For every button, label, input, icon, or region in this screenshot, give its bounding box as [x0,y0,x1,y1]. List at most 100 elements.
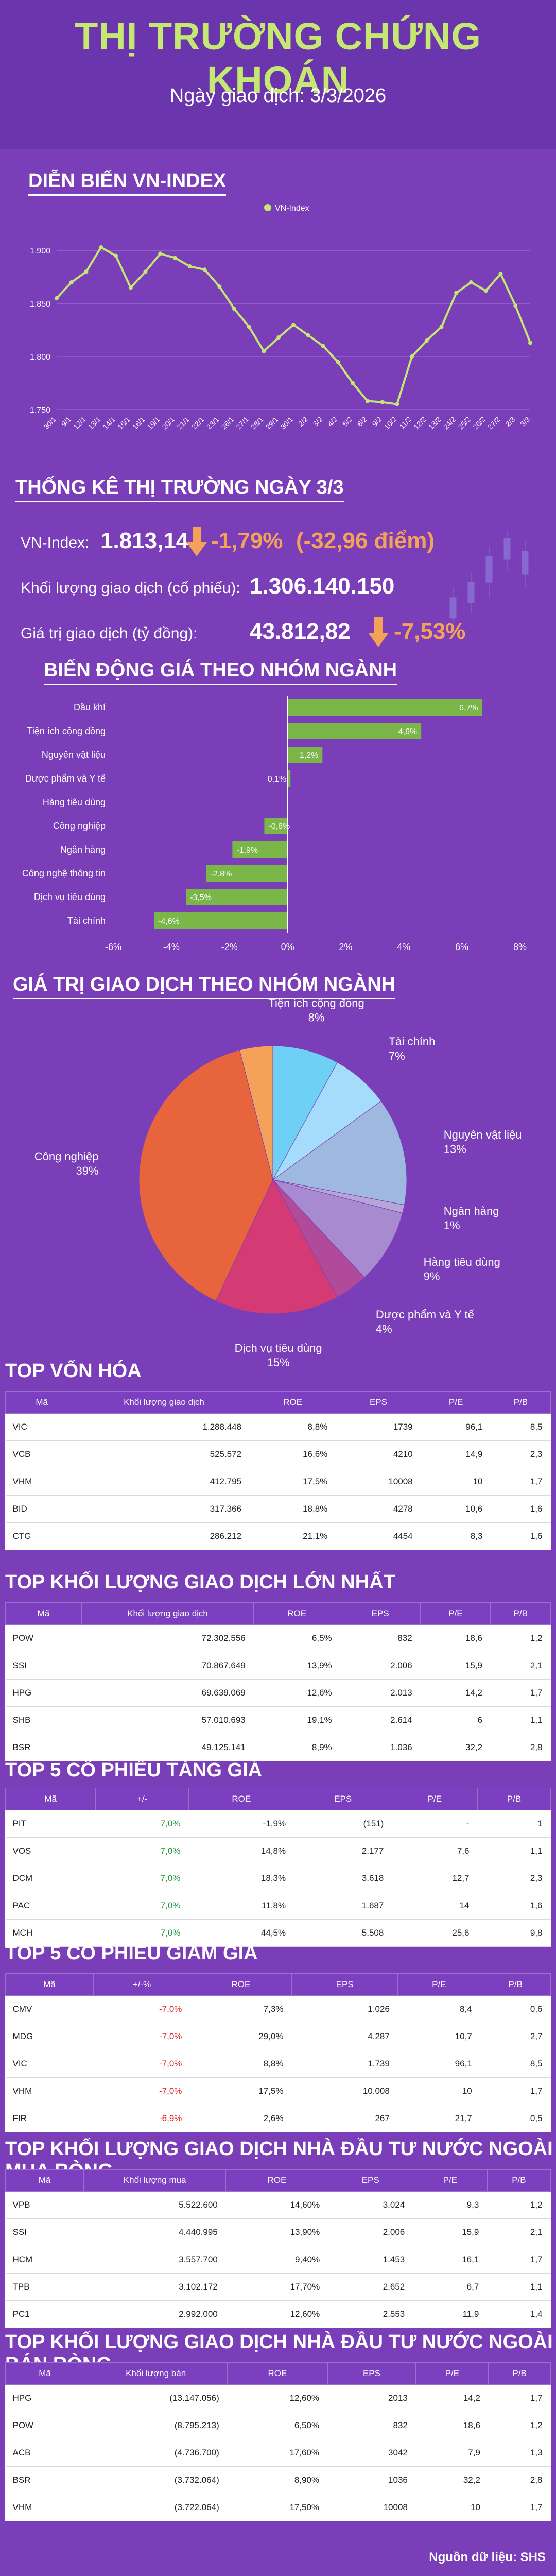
table-cell: 2,8 [490,1734,551,1761]
table-cell: 1 [477,1810,551,1838]
x-tick-label: 8% [513,942,527,952]
slice-percent-label: 8% [308,1011,325,1024]
bar [154,912,288,929]
x-tick-label: 30/1 [279,415,295,431]
table-cell: 8,8% [250,1413,336,1441]
table-cell: VIC [5,2050,94,2078]
slice-name-label: Nguyên vật liệu [444,1128,522,1141]
table-cell: 3.102.172 [83,2273,226,2301]
table-cell: 3.618 [294,1865,392,1892]
header-band [0,0,556,149]
bar-value-label: 6,7% [459,704,478,713]
table-cell: 10 [397,2077,480,2105]
x-tick-label: 16/1 [131,415,147,431]
table-cell: 13,9% [253,1652,340,1680]
table-cell: 6 [420,1706,491,1734]
table-title: TOP 5 CỔ PHIẾU TĂNG GIÁ [5,1759,263,1781]
table-cell: -7,0% [93,2077,190,2105]
column-header: EPS [327,2362,416,2385]
table-cell: 1,2 [487,2191,551,2219]
table-cell: 832 [340,1624,421,1652]
table-cell: SSI [5,1652,82,1680]
table-cell: 6,5% [253,1624,340,1652]
table-cell: 21,1% [250,1522,336,1550]
sector-value-section-title: GIÁ TRỊ GIAO DỊCH THEO NHÓM NGÀNH [13,974,396,999]
x-tick-label: 9/2 [371,415,384,428]
table-cell: 1,6 [477,1892,551,1920]
table-cell: 9,8 [477,1919,551,1947]
data-point [321,344,325,348]
slice-name-label: Dược phẩm và Y tế [376,1308,474,1321]
slice-percent-label: 4% [376,1323,392,1335]
table-cell: 8,4 [397,1995,480,2023]
category-label: Công nghiệp [53,821,106,831]
x-tick-label: 27/2 [486,415,502,431]
data-point [528,341,532,345]
table-cell: 8,90% [227,2466,328,2494]
foreign-net-sell-table: Mã Khối lượng bán ROE EPS P/E P/B HPG (13.147.0… [5,2362,551,2521]
table-cell: 7,0% [95,1865,189,1892]
table-cell: 1.739 [291,2050,398,2078]
column-header: ROE [253,1602,341,1625]
table-cell: 17,5% [190,2077,292,2105]
table-cell: FIR [5,2105,94,2132]
bar-value-label: -1,9% [236,846,258,855]
data-point [232,307,236,311]
table-cell: 16,1 [413,2246,488,2274]
column-header: Mã [5,1973,94,1996]
pie-slice [138,1049,273,1301]
bar-value-label: 4,6% [398,727,417,736]
x-tick-label: -2% [221,942,238,952]
data-point [143,269,148,274]
table-cell: 1.026 [291,1995,398,2023]
data-point [84,269,89,274]
table-cell: VPB [5,2191,84,2219]
table-cell: 1,7 [487,2246,551,2274]
table-cell: 3.557.700 [83,2246,226,2274]
column-header: P/E [421,1391,491,1414]
column-header: Mã [5,1391,79,1414]
slice-name-label: Tài chính [389,1035,436,1048]
bar [287,747,323,763]
column-header: ROE [225,2169,328,2192]
table-cell: 5.508 [294,1919,392,1947]
table-cell: VCB [5,1440,78,1468]
column-header: ROE [227,2362,328,2385]
data-point [158,251,163,256]
column-header: P/E [415,2362,489,2385]
table-row: MCH 7,0% 44,5% 5.508 25,6 9,8 [5,1919,551,1947]
table-cell: 12,7 [392,1865,478,1892]
table-header-row: Mã +/- ROE EPS P/E P/B [5,1788,551,1810]
column-header: Mã [5,2169,84,2192]
foreign-net-buy-table: Mã Khối lượng mua ROE EPS P/E P/B VPB 5.522.600… [5,2169,551,2328]
table-cell: ACB [5,2439,84,2467]
x-tick-label: 2/2 [297,415,309,428]
data-point [454,291,459,295]
table-cell: 4278 [336,1495,421,1523]
table-cell: 1,1 [477,1837,551,1865]
x-tick-label: 10/2 [383,415,398,431]
slice-name-label: Hàng tiêu dùng [424,1256,500,1268]
table-cell: CMV [5,1995,94,2023]
table-cell: 7,9 [415,2439,489,2467]
table-cell: 4.440.995 [83,2218,226,2246]
table-cell: 4210 [336,1440,421,1468]
table-cell: 317.366 [78,1495,250,1523]
table-row: POW (8.795.213) 6,50% 832 18,6 1,2 [5,2412,551,2439]
table-row: VHM (3.722.064) 17,50% 10008 10 1,7 [5,2494,551,2521]
table-cell: 44,5% [188,1919,294,1947]
data-point [55,296,59,300]
table-cell: 18,6 [420,1624,491,1652]
data-point [395,402,399,406]
sector-change-bar-chart: Dầu khí 6,7% Tiện ích cộng đồng 4,6% Nguyên … [22,696,527,952]
category-label: Công nghệ thông tin [22,868,106,878]
table-cell: PAC [5,1892,96,1920]
x-tick-label: 25/2 [457,415,473,431]
table-cell: 4.287 [291,2023,398,2050]
pie-slice [272,1100,407,1206]
table-cell: 2.614 [340,1706,421,1734]
x-tick-label: -6% [105,942,121,952]
table-cell: 12,60% [225,2300,328,2328]
top-market-cap-table: Mã Khối lượng giao dịch ROE EPS P/E P/B VIC 1.2… [5,1391,551,1550]
y-tick-label: 1.750 [30,406,50,415]
